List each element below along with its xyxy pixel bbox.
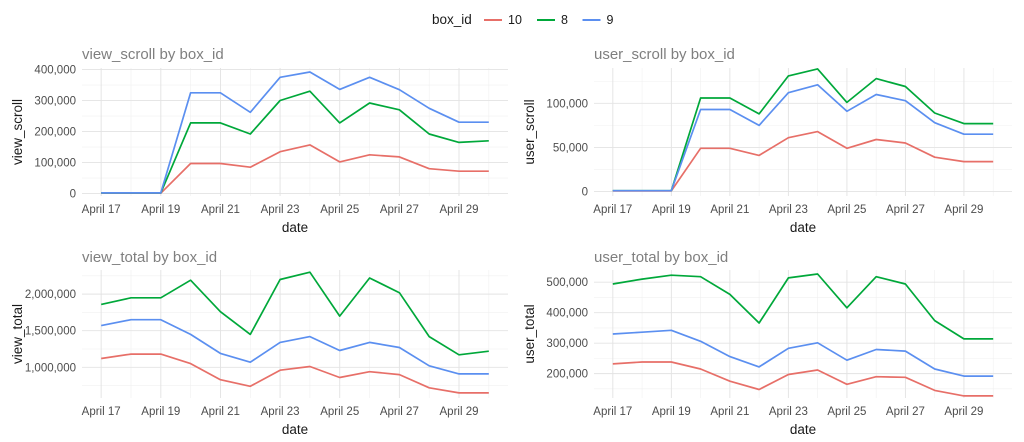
y-axis-label: view_total <box>10 304 25 364</box>
x-axis-label: date <box>790 422 816 437</box>
x-tick-label: April 27 <box>886 406 925 418</box>
series-line-10 <box>612 361 994 397</box>
x-tick-label: April 23 <box>261 204 300 216</box>
x-tick-label: April 25 <box>827 204 866 216</box>
x-tick-label: April 25 <box>320 204 359 216</box>
series-line-10 <box>101 144 489 195</box>
x-tick-label: April 23 <box>769 406 808 418</box>
x-tick-label: April 21 <box>201 406 240 418</box>
y-tick-label: 50,000 <box>553 142 588 154</box>
y-tick-label: 1,000,000 <box>25 362 76 374</box>
panel-title: user_total by box_id <box>594 249 728 266</box>
y-tick-label: 2,000,000 <box>25 289 76 301</box>
x-tick-label: April 21 <box>710 406 749 418</box>
y-axis-label: user_scroll <box>522 99 537 164</box>
x-tick-label: April 21 <box>710 204 749 216</box>
series-line-9 <box>101 71 489 194</box>
series-line-10 <box>101 353 489 394</box>
x-tick-label: April 17 <box>593 204 632 216</box>
x-tick-label: April 19 <box>652 406 691 418</box>
y-tick-label: 1,500,000 <box>25 326 76 338</box>
series-line-10 <box>612 130 994 192</box>
panel-1: 0 100,000 200,000 300,000 400,000 April 17 Apr… <box>10 46 508 235</box>
series-line-9 <box>612 83 994 192</box>
y-tick-label: 400,000 <box>34 65 76 77</box>
x-tick-label: April 19 <box>141 406 180 418</box>
panel-3: 1,000,000 1,500,000 2,000,000 April 17 April… <box>10 249 508 437</box>
x-tick-label: April 27 <box>380 406 419 418</box>
y-tick-label: 200,000 <box>546 369 588 381</box>
x-tick-label: April 19 <box>141 204 180 216</box>
x-tick-label: April 29 <box>440 204 479 216</box>
x-axis-label: date <box>282 220 308 235</box>
x-tick-label: April 25 <box>827 406 866 418</box>
panel-2: 0 50,000 100,000 April 17 April 19 April 21 Ap… <box>522 46 1012 235</box>
series-line-8 <box>101 271 489 356</box>
series-line-8 <box>612 273 994 340</box>
y-tick-label: 400,000 <box>546 308 588 320</box>
x-tick-label: April 19 <box>652 204 691 216</box>
legend-label-10: 10 <box>508 13 522 27</box>
x-axis-label: date <box>790 220 816 235</box>
y-tick-label: 300,000 <box>546 338 588 350</box>
x-axis-label: date <box>282 422 308 437</box>
panel-title: user_scroll by box_id <box>594 46 735 63</box>
series-line-9 <box>101 318 489 375</box>
x-tick-label: April 29 <box>440 406 479 418</box>
x-tick-label: April 17 <box>82 204 121 216</box>
x-tick-label: April 29 <box>944 406 983 418</box>
x-tick-label: April 17 <box>593 406 632 418</box>
y-tick-label: 0 <box>582 187 588 199</box>
legend-label-9: 9 <box>607 13 614 27</box>
y-tick-label: 100,000 <box>546 98 588 110</box>
panel-title: view_total by box_id <box>82 249 217 266</box>
x-tick-label: April 21 <box>201 204 240 216</box>
y-axis-label: view_scroll <box>10 99 25 165</box>
y-tick-label: 300,000 <box>34 96 76 108</box>
series-line-9 <box>612 329 994 377</box>
y-axis-label: user_total <box>522 304 537 363</box>
y-tick-label: 500,000 <box>546 277 588 289</box>
legend-title: box_id <box>432 12 472 27</box>
series-line-8 <box>101 90 489 194</box>
y-tick-label: 200,000 <box>34 127 76 139</box>
y-tick-label: 0 <box>70 189 76 201</box>
legend-label-8: 8 <box>561 13 568 27</box>
panel-title: view_scroll by box_id <box>82 46 224 63</box>
x-tick-label: April 17 <box>82 406 121 418</box>
series-line-8 <box>612 68 994 192</box>
x-tick-label: April 23 <box>261 406 300 418</box>
x-tick-label: April 27 <box>380 204 419 216</box>
x-tick-label: April 23 <box>769 204 808 216</box>
x-tick-label: April 27 <box>886 204 925 216</box>
legend: box_id 10 8 9 <box>432 12 614 27</box>
x-tick-label: April 25 <box>320 406 359 418</box>
x-tick-label: April 29 <box>944 204 983 216</box>
panel-4: 200,000 300,000 400,000 500,000 April 17 Apri… <box>522 249 1012 437</box>
y-tick-label: 100,000 <box>34 158 76 170</box>
